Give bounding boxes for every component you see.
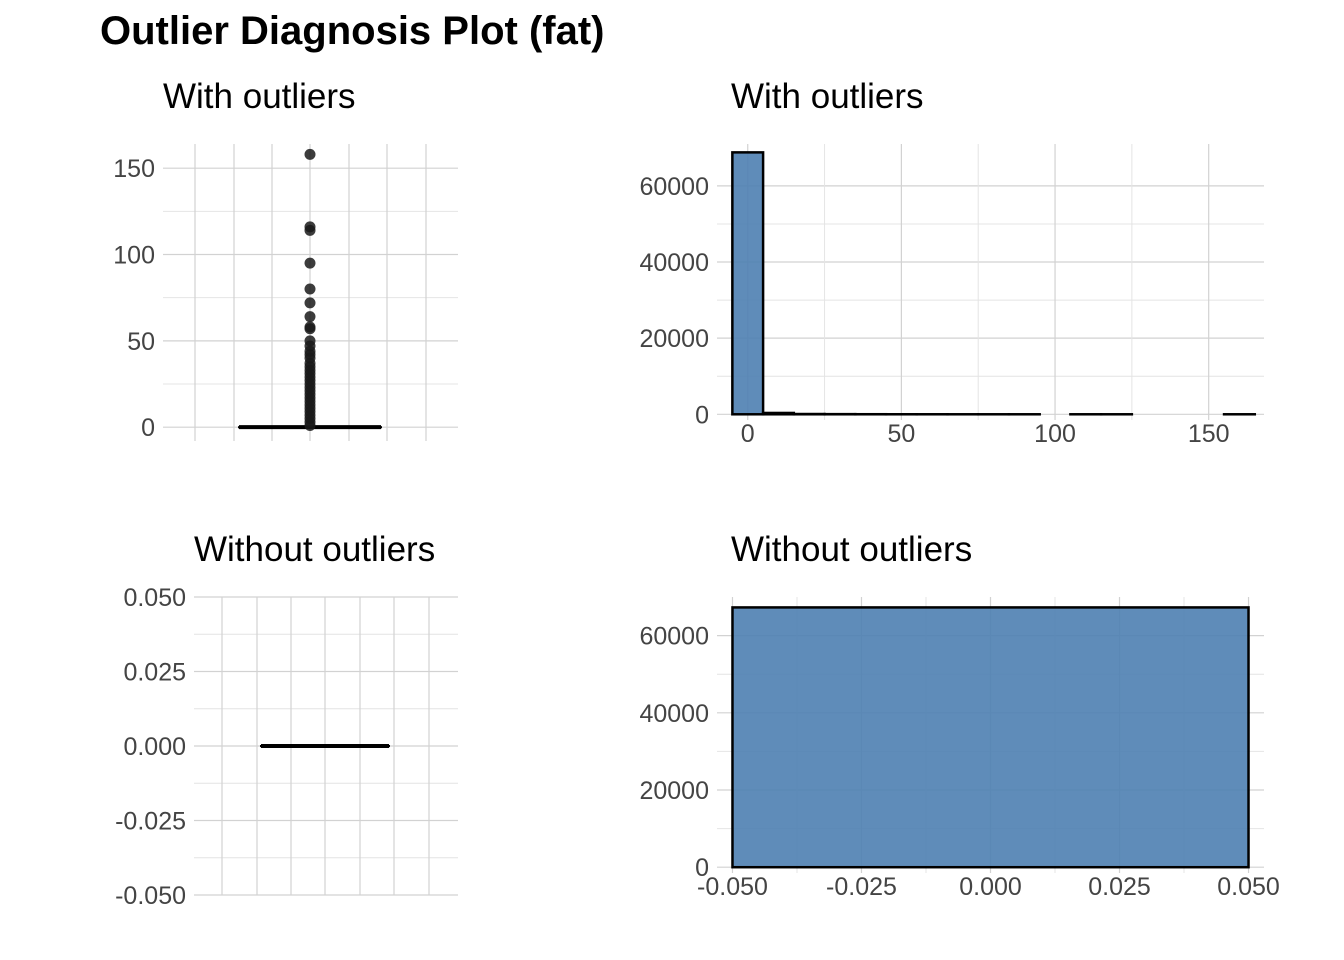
y-tick-label: 0.000	[123, 733, 186, 761]
x-tick-labels: -0.050 -0.025 0.000 0.025 0.050	[697, 873, 1280, 901]
outlier-point	[304, 148, 316, 160]
y-tick-label: 0	[695, 401, 709, 429]
y-tick-label: 0.050	[123, 584, 186, 612]
y-tick-label: -0.025	[115, 808, 186, 836]
outlier-point	[304, 224, 316, 236]
x-tick-label: 0.025	[1088, 873, 1151, 901]
y-tick-label: 50	[127, 328, 155, 356]
x-tick-label: 0.000	[959, 873, 1022, 901]
y-tick-label: 0.025	[123, 659, 186, 687]
outlier-point	[304, 297, 316, 309]
y-tick-label: 40000	[639, 700, 709, 728]
outlier-point	[304, 311, 316, 323]
outlier-point	[304, 283, 316, 295]
x-tick-labels: 0 50 100 150	[741, 420, 1230, 448]
plot-marks	[731, 151, 1257, 416]
y-tick-labels: 0 20000 40000 60000	[639, 173, 709, 429]
grid-lines	[717, 144, 1264, 420]
panel-histogram-with-outliers: With outliers 0 20000 40000 60000 0 50 100 150	[639, 77, 1264, 448]
panel-histogram-without-outliers: Without outliers 0 20000 40000 60000 -0.050…	[639, 530, 1279, 901]
panel-title-boxplot-without-outliers: Without outliers	[194, 530, 435, 569]
x-tick-label: 150	[1188, 420, 1230, 448]
plot-marks	[238, 148, 382, 431]
y-tick-label: 20000	[639, 777, 709, 805]
y-tick-label: 60000	[639, 173, 709, 201]
histogram-bar	[731, 606, 1250, 869]
outlier-point	[304, 323, 316, 335]
histogram-bar	[731, 151, 765, 416]
x-tick-label: 0	[741, 420, 755, 448]
panel-boxplot-without-outliers: Without outliers -0.050 -0.025 0.000 0.025 0…	[115, 530, 458, 910]
y-tick-labels: 0 20000 40000 60000	[639, 623, 709, 883]
x-tick-label: -0.050	[697, 873, 768, 901]
histogram-bar	[761, 411, 796, 416]
panel-boxplot-with-outliers: With outliers 0 50 100 150	[113, 77, 458, 442]
y-tick-label: -0.050	[115, 882, 186, 910]
grid-lines	[163, 144, 458, 441]
y-tick-label: 20000	[639, 325, 709, 353]
y-tick-label: 60000	[639, 623, 709, 651]
outlier-point	[304, 419, 316, 431]
y-tick-labels: 0 50 100 150	[113, 155, 155, 442]
outlier-point	[304, 257, 316, 269]
plot-marks	[731, 606, 1250, 869]
panel-title-histogram-with-outliers: With outliers	[731, 77, 924, 116]
y-tick-label: 40000	[639, 249, 709, 277]
y-tick-label: 100	[113, 242, 155, 270]
y-tick-label: 150	[113, 155, 155, 183]
y-tick-label: 0	[141, 414, 155, 442]
x-tick-label: 50	[887, 420, 915, 448]
y-tick-labels: -0.050 -0.025 0.000 0.025 0.050	[115, 584, 186, 910]
x-tick-label: 0.050	[1217, 873, 1280, 901]
figure-title: Outlier Diagnosis Plot (fat)	[100, 9, 604, 53]
x-tick-label: 100	[1034, 420, 1076, 448]
panel-title-histogram-without-outliers: Without outliers	[731, 530, 972, 569]
x-tick-label: -0.025	[826, 873, 897, 901]
y-tick-label: 0	[695, 854, 709, 882]
panel-title-boxplot-with-outliers: With outliers	[163, 77, 356, 116]
